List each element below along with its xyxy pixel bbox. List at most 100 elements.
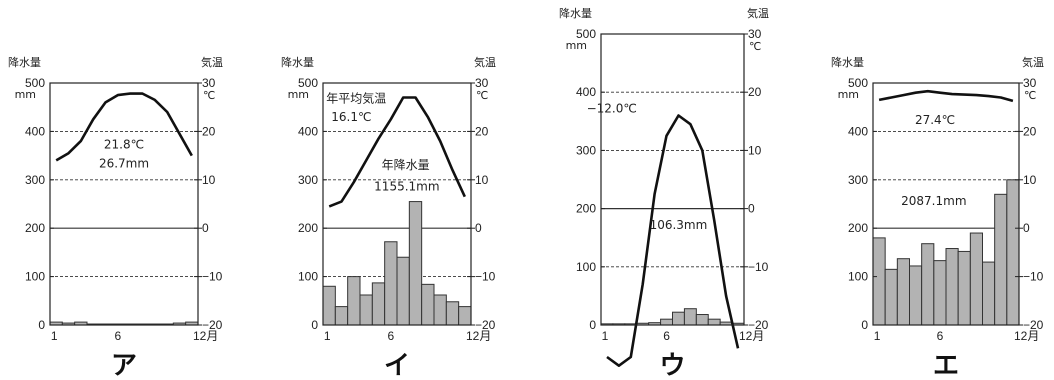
left-tick-label: 300 (298, 173, 318, 187)
left-tick-label: 200 (298, 221, 318, 235)
left-tick-label: 400 (298, 124, 318, 138)
precip-unit: mm (838, 88, 859, 101)
left-tick-label: 100 (25, 270, 45, 284)
right-tick-label: −10 (1023, 270, 1044, 284)
annotation: 27.4℃ (915, 113, 955, 127)
left-tick-label: 400 (848, 124, 868, 138)
precip-bar (458, 306, 472, 326)
left-tick-label: 400 (25, 124, 45, 138)
month-tick-label: 12月 (466, 329, 491, 343)
precip-bar (359, 294, 373, 326)
month-tick-label: 6 (114, 329, 121, 343)
month-tick-label: 12月 (1014, 329, 1039, 343)
precip-bar (683, 308, 697, 326)
month-tick-label: 6 (937, 329, 944, 343)
annotation: 16.1℃ (331, 110, 371, 124)
right-tick-label: 20 (202, 124, 216, 138)
month-tick-label: 12月 (193, 329, 218, 343)
precip-axis-title: 降水量 (559, 6, 592, 20)
left-tick-label: 500 (576, 27, 596, 41)
precip-bar (408, 201, 423, 326)
annotation: 年降水量 (382, 158, 430, 172)
annotation: 1155.1mm (374, 179, 439, 193)
precip-unit: mm (566, 39, 587, 52)
precip-bar (396, 256, 410, 326)
right-tick-label: 30 (748, 27, 762, 41)
precip-bar (884, 268, 898, 326)
precip-bar (421, 283, 435, 326)
precip-bar (1006, 179, 1020, 326)
month-tick-label: 1 (874, 329, 881, 343)
climate-chart: 0 100 200 300 400 500 −20 −10 0 10 20 30 mm ℃ 降水量 気温 1 6 1… (8, 55, 223, 380)
precip-axis-title: 降水量 (831, 55, 864, 69)
precip-bar (909, 265, 923, 326)
right-tick-label: −20 (475, 318, 496, 332)
annotation: 21.8℃ (104, 137, 144, 151)
precip-bar (921, 243, 935, 326)
left-tick-label: 0 (38, 318, 45, 332)
right-tick-label: −10 (748, 260, 769, 274)
left-tick-label: 200 (25, 221, 45, 235)
left-tick-label: 400 (576, 85, 596, 99)
month-tick-label: 6 (387, 329, 394, 343)
temp-unit: ℃ (1024, 89, 1036, 102)
left-tick-label: 500 (25, 76, 45, 90)
temp-axis-title: 気温 (474, 55, 496, 69)
right-tick-label: −20 (202, 318, 223, 332)
left-tick-label: 500 (848, 76, 868, 90)
precip-bar (695, 314, 709, 326)
left-tick-label: 100 (298, 270, 318, 284)
precip-bar (896, 258, 910, 326)
left-tick-label: 300 (25, 173, 45, 187)
precip-bar (660, 318, 673, 326)
right-tick-label: 30 (202, 76, 216, 90)
precip-bar (672, 311, 685, 326)
precip-unit: mm (15, 88, 36, 101)
chart-label: エ (933, 351, 959, 380)
precip-bar (945, 248, 959, 326)
precip-bar (445, 301, 460, 326)
plot-frame (49, 82, 199, 326)
plot-frame (600, 33, 745, 326)
precip-bar (982, 261, 996, 326)
precip-bar (994, 193, 1008, 326)
precip-axis-title: 降水量 (8, 55, 41, 69)
right-tick-label: 0 (202, 221, 209, 235)
right-tick-label: 0 (1023, 221, 1030, 235)
right-tick-label: 30 (475, 76, 489, 90)
left-tick-label: 100 (576, 260, 596, 274)
plot-frame (322, 82, 472, 326)
right-tick-label: 10 (748, 143, 762, 157)
annotation: 年平均気温 (326, 90, 386, 105)
climate-chart: 0 100 200 300 400 500 −20 −10 0 10 20 30 mm ℃ 降水量 気温 1 6 1… (281, 55, 496, 380)
left-tick-label: 100 (848, 270, 868, 284)
month-tick-label: 1 (602, 329, 609, 343)
precip-bar (969, 232, 983, 326)
chart-label: イ (384, 351, 410, 380)
temperature-line (878, 89, 1014, 103)
month-tick-label: 1 (324, 329, 331, 343)
right-tick-label: −20 (1023, 318, 1044, 332)
right-tick-label: 30 (1023, 76, 1037, 90)
temp-axis-title: 気温 (1022, 55, 1044, 69)
precip-bar (334, 306, 349, 326)
left-tick-label: 500 (298, 76, 318, 90)
left-tick-label: 300 (576, 143, 596, 157)
right-tick-label: 10 (475, 173, 489, 187)
temperature-line (55, 92, 193, 162)
precip-unit: mm (288, 88, 309, 101)
temp-axis-title: 気温 (201, 55, 223, 69)
precip-bar (384, 241, 398, 326)
temp-unit: ℃ (476, 89, 488, 102)
right-tick-label: −10 (202, 270, 223, 284)
right-tick-label: 0 (748, 202, 755, 216)
precip-bar (322, 285, 336, 326)
precip-bar (371, 282, 386, 326)
right-tick-label: 10 (202, 173, 216, 187)
right-tick-label: −20 (748, 318, 769, 332)
right-tick-label: −10 (475, 270, 496, 284)
annotation: −12.0℃ (587, 102, 637, 116)
precip-bar (347, 276, 361, 326)
chart-label: ウ (659, 351, 685, 380)
